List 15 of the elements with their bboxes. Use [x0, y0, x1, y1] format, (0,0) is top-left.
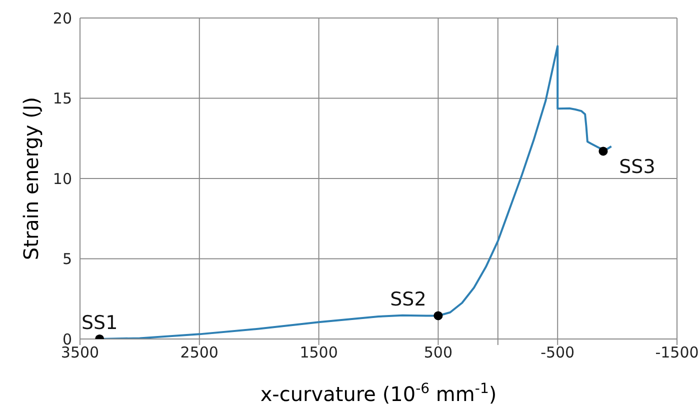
y-tick-label: 5: [62, 250, 72, 268]
x-tick-label: 500: [424, 344, 453, 362]
x-tick-label: 1500: [300, 344, 338, 362]
annotation: SS2: [390, 288, 426, 311]
x-tick-label: -1500: [655, 344, 699, 362]
x-tick-label: -500: [540, 344, 575, 362]
y-axis-title: Strain energy (J): [19, 96, 43, 260]
y-tick-label: 10: [52, 170, 72, 188]
annotation: SS3: [619, 156, 656, 178]
y-tick-label: 20: [52, 9, 72, 28]
annotation: SS1: [81, 312, 118, 334]
y-tick-label: 15: [52, 90, 72, 108]
x-axis-title: x-curvature (10$^{-6}$ mm$^{-1}$): [260, 381, 497, 406]
x-tick-label: 2500: [180, 344, 218, 362]
x-tick-label: 3500: [60, 344, 100, 362]
